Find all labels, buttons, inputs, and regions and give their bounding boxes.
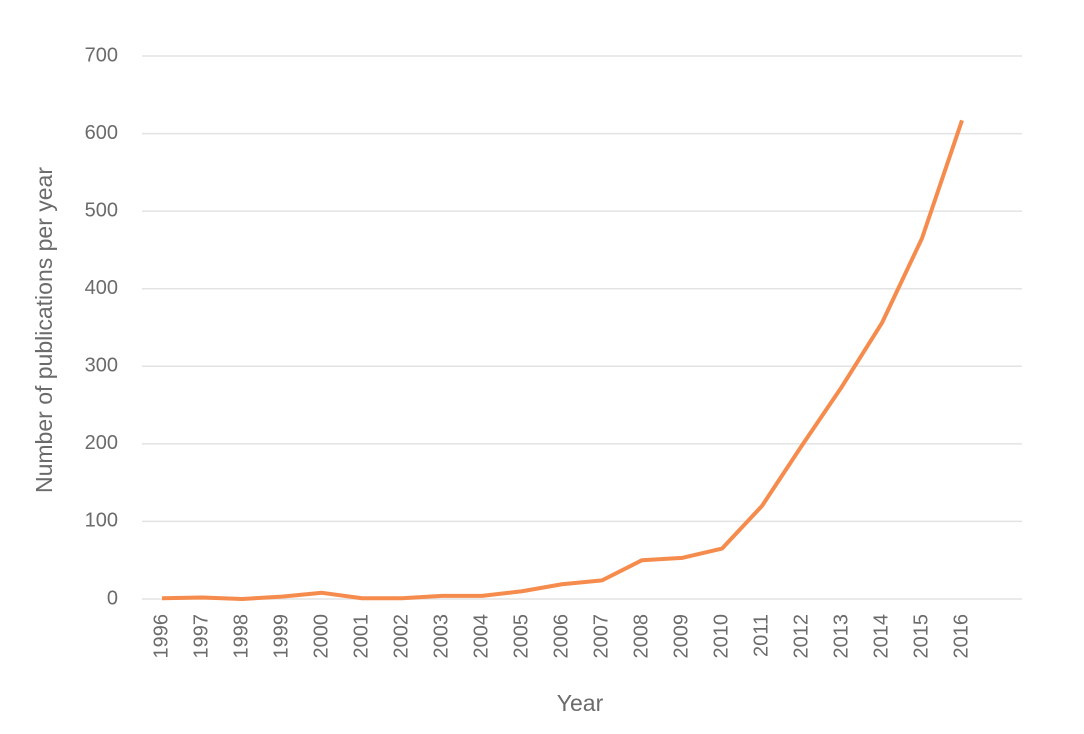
x-tick-label: 2005 — [510, 614, 532, 659]
x-tick-label: 2004 — [470, 614, 492, 659]
x-tick-label: 2007 — [590, 614, 612, 659]
y-tick-label: 700 — [85, 44, 118, 66]
x-tick-label: 2011 — [750, 614, 772, 657]
y-tick-label: 400 — [85, 277, 118, 299]
x-tick-label: 2008 — [630, 614, 652, 659]
x-tick-label: 1996 — [150, 614, 172, 659]
data-line — [161, 119, 964, 601]
x-tick-label: 2006 — [550, 614, 572, 659]
x-tick-label: 2003 — [430, 614, 452, 659]
x-tick-label: 2002 — [390, 614, 412, 659]
y-tick-label: 300 — [85, 355, 118, 377]
x-tick-label: 2012 — [790, 614, 812, 659]
y-tick-label: 600 — [85, 122, 118, 144]
x-tick-label: 2009 — [670, 614, 692, 659]
y-axis-title: Number of publications per year — [31, 167, 57, 493]
y-tick-label: 200 — [85, 432, 118, 454]
y-tick-label: 100 — [85, 510, 118, 532]
x-tick-label: 2001 — [350, 614, 372, 659]
y-tick-label: 500 — [85, 199, 118, 221]
x-tick-label: 2013 — [830, 614, 852, 659]
x-tick-label: 1998 — [230, 614, 252, 659]
y-tick-label: 0 — [107, 587, 118, 609]
x-tick-label: 2000 — [310, 614, 332, 659]
x-tick-label: 2010 — [710, 614, 732, 659]
x-tick-label: 2015 — [910, 614, 932, 659]
x-tick-label: 1997 — [190, 614, 212, 659]
x-tick-label: 1999 — [270, 614, 292, 659]
x-tick-label: 2014 — [870, 614, 892, 659]
x-tick-label: 2016 — [950, 614, 972, 659]
x-axis-title: Year — [557, 690, 604, 716]
